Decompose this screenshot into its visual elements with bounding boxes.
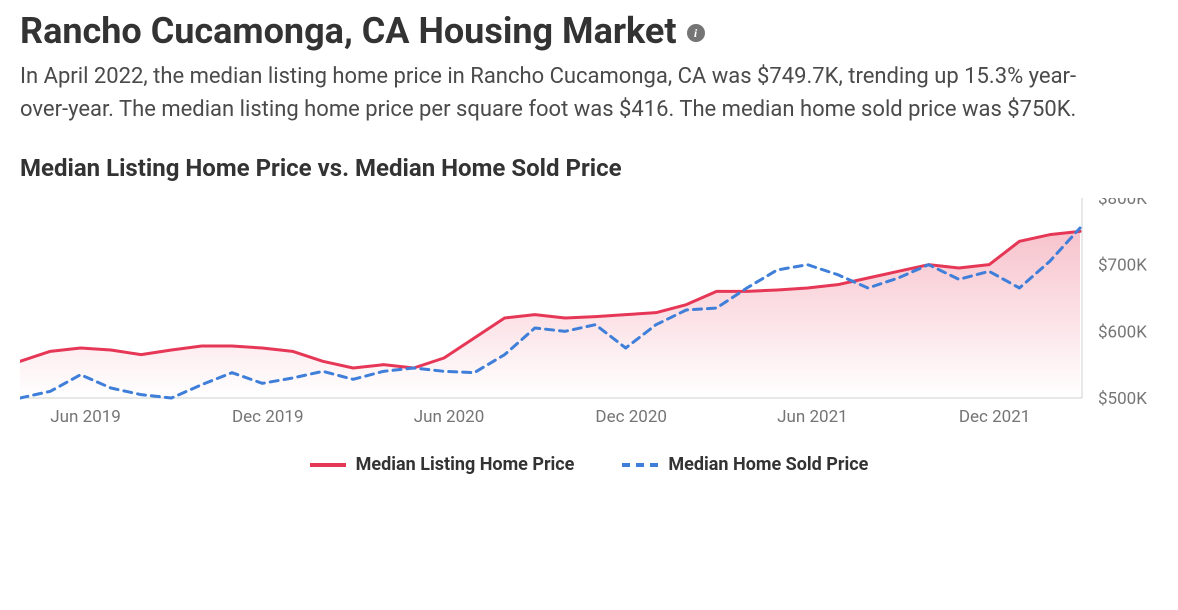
- legend-item-listing: Median Listing Home Price: [310, 454, 575, 475]
- page-title: Rancho Cucamonga, CA Housing Market i: [20, 10, 1158, 52]
- legend-label-sold: Median Home Sold Price: [668, 454, 868, 475]
- y-tick-label: $800K: [1098, 198, 1147, 209]
- legend-item-sold: Median Home Sold Price: [622, 454, 868, 475]
- price-chart: $500K $600K $700K $800K Jun 2019 Dec 2019 Jun …: [20, 198, 1158, 440]
- legend-label-listing: Median Listing Home Price: [356, 454, 575, 475]
- series-area-listing: [20, 231, 1080, 398]
- x-tick-label: Jun 2021: [777, 407, 848, 427]
- summary-paragraph: In April 2022, the median listing home p…: [20, 60, 1120, 126]
- x-tick-label: Jun 2019: [50, 407, 121, 427]
- y-tick-label: $500K: [1098, 389, 1147, 409]
- page-title-text: Rancho Cucamonga, CA Housing Market: [20, 10, 677, 52]
- info-icon[interactable]: i: [687, 24, 705, 42]
- x-tick-label: Dec 2019: [232, 407, 304, 427]
- x-tick-label: Dec 2020: [595, 407, 667, 427]
- x-tick-label: Jun 2020: [414, 407, 485, 427]
- legend-swatch-listing: [310, 463, 346, 467]
- chart-legend: Median Listing Home Price Median Home So…: [20, 454, 1158, 475]
- y-tick-label: $700K: [1098, 256, 1147, 276]
- x-tick-label: Dec 2021: [959, 407, 1031, 427]
- price-chart-svg: $500K $600K $700K $800K Jun 2019 Dec 2019 Jun …: [20, 198, 1158, 440]
- chart-title: Median Listing Home Price vs. Median Hom…: [20, 154, 1158, 182]
- legend-swatch-sold: [622, 463, 658, 467]
- y-tick-label: $600K: [1098, 322, 1147, 342]
